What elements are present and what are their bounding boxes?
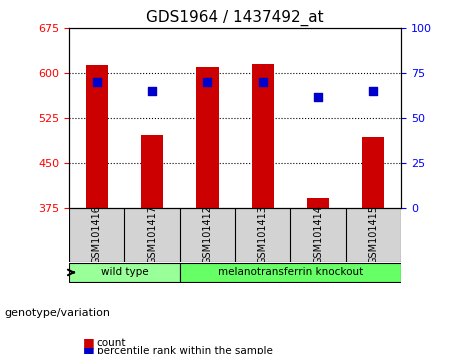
Text: GSM101413: GSM101413 [258, 205, 268, 264]
Text: count: count [97, 338, 126, 348]
Bar [252, 64, 274, 354]
Text: GSM101412: GSM101412 [202, 205, 213, 264]
Text: GSM101414: GSM101414 [313, 205, 323, 264]
Bar [196, 67, 219, 354]
Text: wild type: wild type [100, 267, 148, 278]
Bar [307, 198, 329, 354]
Text: ■: ■ [83, 336, 95, 349]
Text: GSM101415: GSM101415 [368, 205, 378, 264]
Point [93, 79, 100, 85]
Text: ■: ■ [83, 345, 95, 354]
Title: GDS1964 / 1437492_at: GDS1964 / 1437492_at [146, 9, 324, 25]
Bar [86, 65, 108, 354]
Point [370, 88, 377, 94]
Text: genotype/variation: genotype/variation [5, 308, 111, 318]
Bar [362, 137, 384, 354]
Point [314, 94, 322, 99]
Text: GSM101417: GSM101417 [147, 205, 157, 264]
Text: percentile rank within the sample: percentile rank within the sample [97, 346, 273, 354]
Bar [141, 135, 163, 354]
Point [259, 79, 266, 85]
Text: GSM101416: GSM101416 [92, 205, 102, 264]
FancyBboxPatch shape [69, 263, 180, 282]
FancyBboxPatch shape [180, 263, 401, 282]
Text: melanotransferrin knockout: melanotransferrin knockout [218, 267, 363, 278]
Point [148, 88, 156, 94]
Point [204, 79, 211, 85]
